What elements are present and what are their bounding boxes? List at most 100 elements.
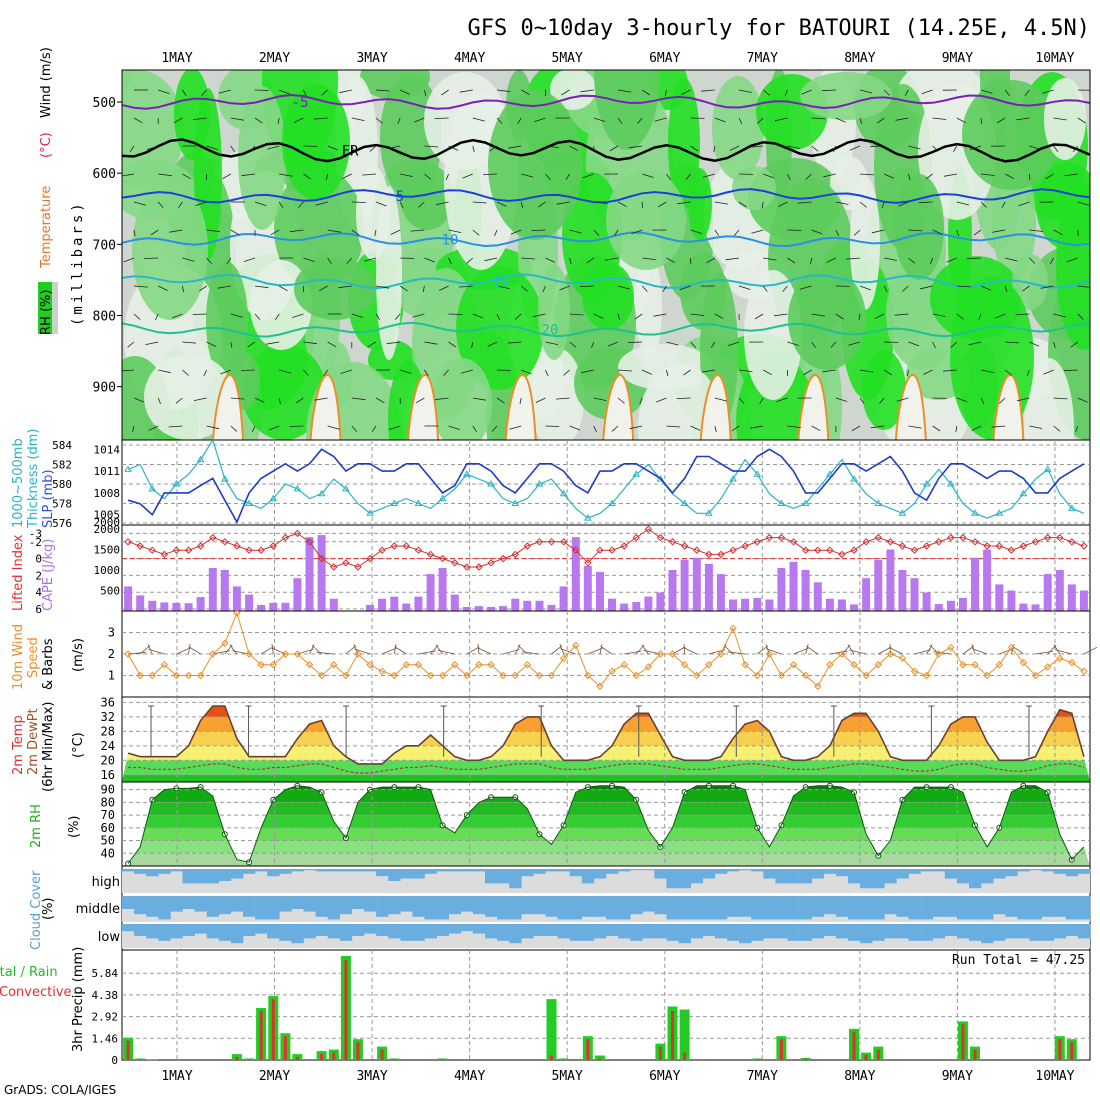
wind-barb [714, 313, 724, 320]
wind-barb [293, 117, 304, 123]
wind-barb [182, 285, 184, 293]
lifted-index-point [886, 538, 895, 546]
wind-barb [811, 341, 817, 348]
wind-barb [206, 341, 217, 347]
precip-convective-bar [852, 1031, 856, 1060]
wind10-point [451, 661, 459, 669]
wind-barb [932, 117, 947, 120]
cloud-cell [122, 924, 135, 932]
cloud-cell [448, 924, 462, 934]
wind10-point [862, 671, 870, 680]
cloud-cell [230, 869, 244, 879]
slp-series [127, 448, 1085, 524]
wind-barb [1075, 425, 1079, 433]
lifted-index-point [475, 563, 483, 571]
cape-bar [874, 559, 883, 612]
cloud-cell [146, 896, 159, 917]
wind-barb [157, 201, 164, 208]
wind-barb [805, 173, 812, 180]
cape-bar [426, 574, 435, 611]
thickness-line [127, 438, 1085, 519]
cloud-cell [400, 869, 413, 879]
lifted-index-tick-label: -3 [29, 527, 42, 540]
wind-barb [472, 397, 486, 401]
cloud-cell [509, 896, 522, 920]
lifted-index-point [1007, 546, 1016, 554]
wind-barb [763, 173, 774, 179]
wind-barb [315, 201, 328, 206]
cape-bar [474, 606, 483, 611]
top-date-label: 3MAY [356, 51, 387, 66]
wind-barb [158, 173, 172, 177]
wind-barb [879, 397, 885, 404]
cape-bar [1067, 584, 1076, 611]
top-date-label: 9MAY [942, 51, 973, 66]
cloud-cell [521, 896, 534, 915]
lifted-index-point [426, 550, 435, 559]
cloud-cell [279, 896, 292, 912]
cloud-cell [606, 869, 619, 874]
cloud-cell [932, 896, 946, 917]
cloud-cell [787, 869, 800, 884]
wind-barb [1001, 201, 1006, 209]
wind10-barb [188, 646, 201, 655]
wind-barb [609, 145, 619, 152]
rh-band [122, 815, 1090, 828]
cloud-cell [1041, 869, 1054, 872]
precip-convective-bar [586, 1039, 590, 1060]
wind-barb [410, 229, 425, 232]
contour-label: 10 [442, 232, 459, 248]
cloud-cell [872, 869, 885, 889]
rh-shade-area [282, 84, 350, 200]
precip-convective-bar [441, 1059, 445, 1060]
wind-barb [835, 229, 840, 237]
cloud-cell [811, 896, 825, 917]
lifted-index-tick-label: -2 [29, 536, 42, 549]
wind10-barb [1055, 649, 1072, 655]
lifted-index-point [850, 546, 858, 554]
precip-convective-bar [344, 960, 348, 1060]
wind-barb [690, 229, 703, 234]
cloud-cell [848, 896, 861, 920]
wind-barb [969, 145, 982, 151]
cloud-cell [424, 896, 437, 920]
slp-tick-label: 1011 [94, 465, 121, 478]
cape-bar [1031, 604, 1040, 611]
cloud-cell [956, 869, 970, 884]
wind-barb [569, 313, 584, 316]
lifted-index-tick-label: 0 [35, 553, 42, 566]
wind-barb [980, 89, 993, 94]
wind-barb [386, 341, 401, 345]
lifted-index-tick-label: 4 [35, 586, 42, 599]
wind-barb [946, 257, 957, 263]
wind-barb [968, 341, 982, 346]
thickness-frame [121, 439, 1091, 526]
wind-barb [418, 201, 425, 208]
wind-barb [971, 425, 982, 431]
wind-barb [762, 285, 768, 292]
wind-barb [545, 173, 551, 180]
wind-barb [218, 89, 231, 94]
precip-convective-bar [864, 1054, 868, 1060]
rh-shade-area [862, 350, 906, 430]
wind10-point [632, 671, 640, 680]
cape-bar [378, 598, 387, 611]
wind-barb [593, 201, 608, 204]
wind-barb [217, 285, 231, 289]
wind-barb [1077, 201, 1090, 206]
temp-tick-label: 24 [101, 739, 115, 753]
wind-barb [369, 145, 377, 152]
wind-barb [677, 201, 691, 205]
cloud-cell [436, 924, 449, 936]
lifted-index-point [196, 542, 205, 550]
wind-barb [642, 369, 652, 375]
thickness-point [148, 484, 157, 492]
wind10-barb [914, 649, 931, 655]
rh-legend-swatch [38, 282, 52, 334]
precip-convective-bar [755, 1059, 759, 1060]
wind-barb [520, 285, 528, 292]
wind-barb [313, 117, 328, 120]
